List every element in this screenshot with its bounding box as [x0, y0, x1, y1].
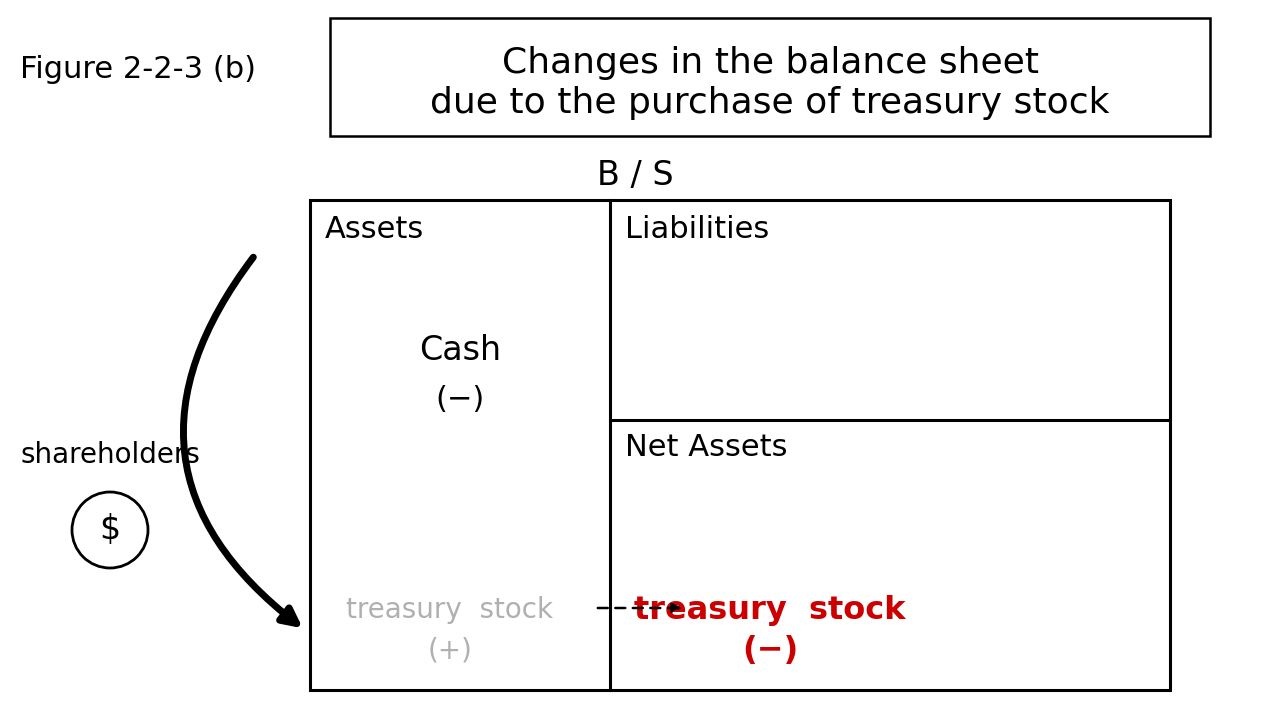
Text: Figure 2-2-3 (b): Figure 2-2-3 (b) [20, 55, 256, 84]
Bar [310, 200, 1170, 690]
Text: Assets: Assets [325, 215, 424, 244]
Text: shareholders: shareholders [20, 441, 200, 469]
Text: due to the purchase of treasury stock: due to the purchase of treasury stock [430, 86, 1110, 120]
Bar [330, 18, 1210, 136]
Text: treasury  stock: treasury stock [347, 596, 553, 624]
FancyArrowPatch shape [183, 257, 297, 624]
Text: (−): (−) [435, 385, 485, 415]
Text: Changes in the balance sheet: Changes in the balance sheet [502, 46, 1038, 80]
Text: (+): (+) [428, 636, 472, 664]
Text: treasury  stock: treasury stock [635, 595, 906, 626]
Text: B / S: B / S [596, 158, 673, 192]
Text: Cash: Cash [419, 333, 500, 366]
Text: (−): (−) [742, 634, 799, 665]
Text: Liabilities: Liabilities [625, 215, 769, 244]
Text: $: $ [100, 513, 120, 546]
Text: Net Assets: Net Assets [625, 433, 787, 462]
